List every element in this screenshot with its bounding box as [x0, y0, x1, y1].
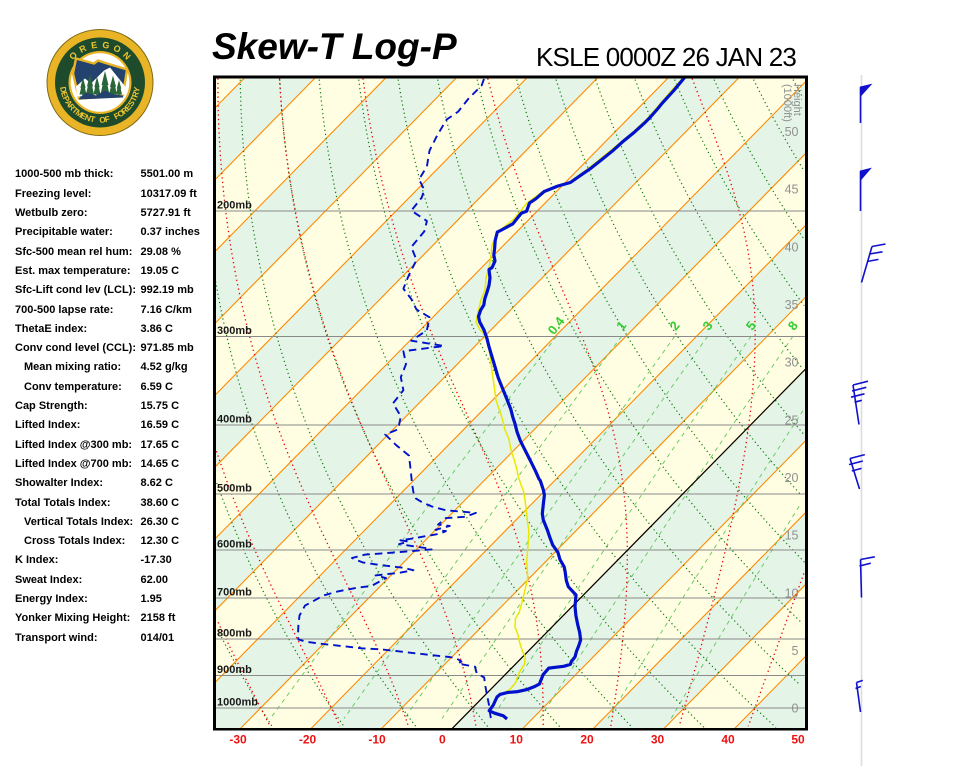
svg-text:O: O	[116, 108, 127, 119]
svg-text:45: 45	[785, 183, 799, 197]
svg-text:5: 5	[792, 644, 799, 658]
svg-text:15: 15	[785, 529, 799, 543]
svg-text:-30: -30	[229, 733, 247, 747]
svg-text:T: T	[89, 115, 96, 125]
svg-text:A: A	[63, 98, 74, 108]
svg-text:G: G	[102, 40, 110, 51]
svg-text:700mb: 700mb	[217, 586, 252, 598]
svg-text:E: E	[123, 102, 134, 112]
svg-text:-10: -10	[368, 733, 386, 747]
svg-text:F: F	[112, 111, 120, 121]
svg-text:D: D	[58, 86, 68, 94]
svg-text:10: 10	[785, 586, 799, 600]
svg-text:10: 10	[510, 733, 524, 747]
svg-text:900mb: 900mb	[217, 664, 252, 676]
svg-text:M: M	[74, 108, 85, 119]
svg-text:R: R	[78, 43, 89, 55]
svg-text:20: 20	[785, 471, 799, 485]
svg-text:P: P	[61, 95, 72, 104]
svg-text:O: O	[99, 115, 107, 124]
svg-text:Y: Y	[132, 86, 142, 94]
svg-text:200mb: 200mb	[217, 200, 252, 212]
svg-text:S: S	[126, 98, 137, 108]
svg-text:800mb: 800mb	[217, 628, 252, 640]
svg-text:T: T	[129, 95, 139, 103]
svg-text:20: 20	[580, 733, 594, 747]
svg-text:50: 50	[785, 125, 799, 139]
svg-text:E: E	[90, 40, 98, 51]
svg-text:30: 30	[785, 356, 799, 370]
svg-text:40: 40	[721, 733, 735, 747]
svg-text:30: 30	[651, 733, 665, 747]
svg-text:T: T	[70, 106, 80, 116]
svg-text:600mb: 600mb	[217, 539, 252, 551]
svg-text:R: R	[131, 90, 141, 99]
svg-text:E: E	[79, 111, 88, 122]
svg-text:0: 0	[439, 733, 446, 747]
svg-text:25: 25	[785, 413, 799, 427]
svg-text:0: 0	[792, 702, 799, 716]
svg-text:-20: -20	[299, 733, 317, 747]
svg-text:R: R	[120, 105, 130, 116]
svg-text:R: R	[66, 102, 77, 112]
svg-text:N: N	[84, 113, 93, 123]
svg-text:F: F	[104, 115, 111, 125]
svg-text:40: 40	[785, 240, 799, 254]
svg-text:500mb: 500mb	[217, 483, 252, 495]
svg-text:300mb: 300mb	[217, 325, 252, 337]
svg-text:Height: Height	[791, 84, 803, 116]
svg-text:50: 50	[791, 733, 805, 747]
svg-text:N: N	[121, 50, 133, 62]
svg-text:35: 35	[785, 298, 799, 312]
svg-text:400mb: 400mb	[217, 414, 252, 426]
svg-text:E: E	[59, 90, 69, 99]
svg-text:O: O	[112, 43, 123, 55]
svg-text:(1000ft): (1000ft)	[781, 84, 793, 122]
svg-text:1000mb: 1000mb	[217, 696, 258, 708]
